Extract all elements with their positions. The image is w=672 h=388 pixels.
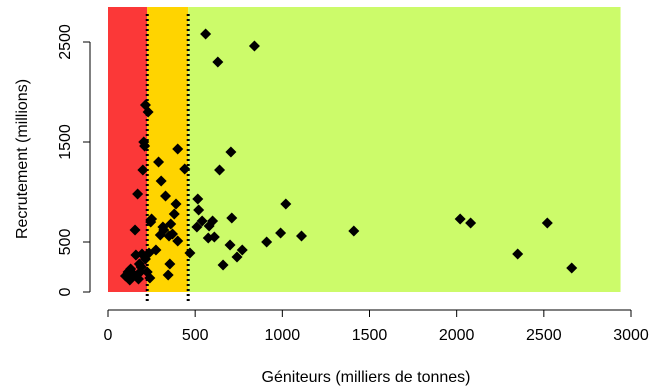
data-point	[139, 140, 151, 152]
data-point	[170, 198, 182, 210]
data-point	[512, 248, 524, 260]
data-point	[167, 228, 179, 240]
y-tick-label: 500	[57, 229, 74, 256]
data-point	[348, 225, 360, 237]
x-tick-label: 0	[104, 327, 113, 344]
axes: 0 500 1000 1500 2000 2500 3000 0 500 1500 2500	[57, 24, 649, 344]
data-point	[191, 221, 203, 233]
data-point	[465, 217, 477, 229]
x-tick-label: 500	[182, 327, 209, 344]
data-point	[146, 213, 158, 225]
reference-zones	[108, 7, 621, 292]
data-point	[207, 215, 219, 227]
reference-lines	[145, 14, 190, 304]
data-point	[158, 224, 170, 236]
data-point	[135, 261, 147, 273]
data-point	[226, 212, 238, 224]
data-point	[160, 190, 172, 202]
data-point	[224, 239, 236, 251]
data-point	[193, 204, 205, 216]
data-point	[236, 244, 248, 256]
x-tick-label: 2000	[439, 327, 475, 344]
data-point	[172, 235, 184, 247]
data-point	[217, 259, 229, 271]
data-point	[179, 163, 191, 175]
data-point	[142, 106, 154, 118]
data-point	[132, 188, 144, 200]
data-point	[168, 208, 180, 220]
data-point	[231, 251, 243, 263]
data-point	[172, 143, 184, 155]
y-tick-label: 2500	[57, 24, 74, 60]
x-tick-label: 1500	[352, 327, 388, 344]
data-points	[119, 28, 578, 286]
data-point	[275, 227, 287, 239]
x-tick-label: 3000	[613, 327, 649, 344]
data-point	[129, 224, 141, 236]
data-point	[208, 231, 220, 243]
x-tick-label: 1000	[265, 327, 301, 344]
data-point	[566, 262, 578, 274]
x-tick-label: 2500	[526, 327, 562, 344]
data-point	[196, 215, 208, 227]
data-point	[214, 164, 226, 176]
data-point	[454, 213, 466, 225]
data-point	[165, 218, 177, 230]
x-axis-label: Géniteurs (milliers de tonnes)	[262, 369, 471, 386]
zone-green	[188, 7, 621, 292]
data-point	[164, 258, 176, 270]
y-tick-label: 1500	[57, 124, 74, 160]
data-point	[296, 230, 308, 242]
y-axis-label: Recrutement (millions)	[14, 79, 31, 239]
data-point	[280, 198, 292, 210]
data-point	[225, 146, 237, 158]
data-point	[150, 244, 162, 256]
data-point	[541, 217, 553, 229]
y-tick-label: 0	[57, 287, 74, 296]
zone-red	[108, 7, 148, 292]
data-point	[137, 164, 149, 176]
data-point	[200, 28, 212, 40]
data-point	[153, 156, 165, 168]
data-point	[212, 56, 224, 68]
data-point	[155, 175, 167, 187]
data-point	[248, 40, 260, 52]
data-point	[162, 269, 174, 281]
data-point	[192, 193, 204, 205]
data-point	[261, 236, 273, 248]
